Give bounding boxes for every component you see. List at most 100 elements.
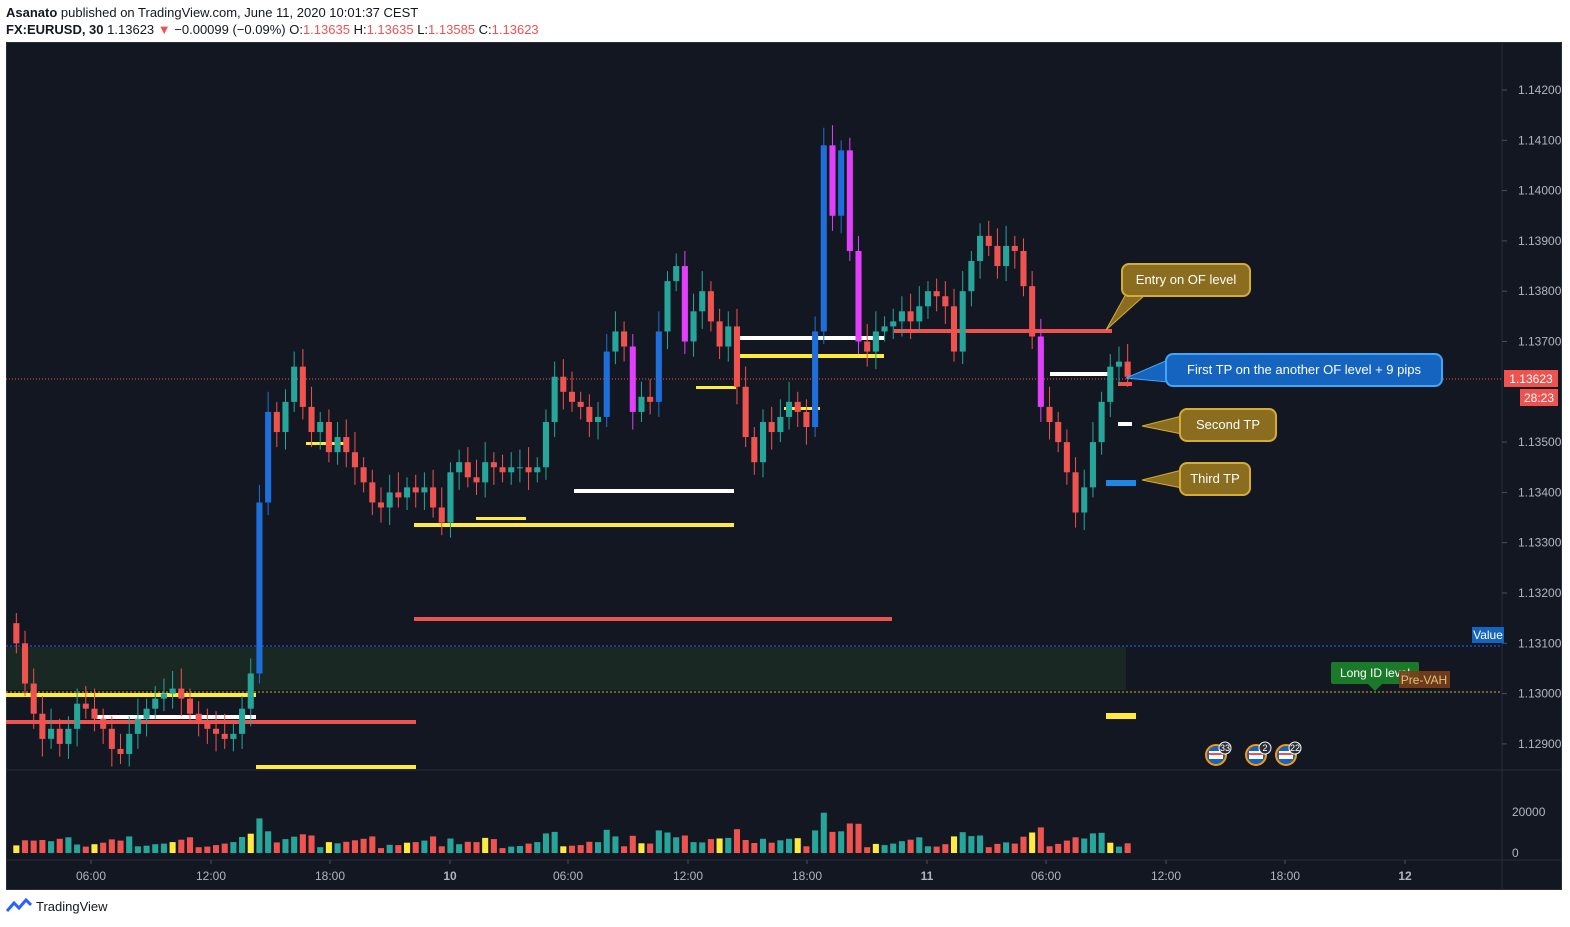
volume-bar [256,818,263,853]
tradingview-logo-icon[interactable] [6,898,32,914]
time-tick-label: 18:00 [1270,869,1300,883]
candle-body [812,331,819,428]
candle-body [942,296,949,307]
high-label: H: [353,22,367,37]
candle-body [829,145,836,216]
volume-bar [846,823,853,853]
candle-body [464,462,471,478]
volume-bar [803,846,810,853]
volume-bar [707,839,714,853]
candle-body [977,235,984,262]
volume-bar [100,842,107,853]
yellow-level [256,765,416,769]
time-tick-label: 10 [443,869,457,883]
long-id-callout[interactable]: Long ID level [1331,662,1419,691]
volume-bar [942,844,949,853]
volume-bar [152,844,159,853]
yellow-level [784,407,820,410]
volume-bar [1115,846,1123,853]
candle-body [768,421,775,433]
candle-body [733,326,740,387]
volume-bar [872,843,879,853]
candle-body [195,713,202,724]
price-chart[interactable]: 1.14200 1.14100 1.14000 1.13900 1.13800 1.137… [6,42,1562,890]
volume-bar [742,840,749,853]
time-tick-label: 06:00 [553,869,583,883]
candle-body [473,477,480,483]
volume-bar [638,843,645,853]
candle-body [377,502,385,508]
entry-level [894,329,1112,333]
volume-bar [178,839,185,853]
time-tick-label: 12:00 [1151,869,1181,883]
volume-tick-label: 20000 [1512,805,1546,819]
time-tick-label: 12:00 [196,869,226,883]
volume-bar [282,839,289,853]
volume-bar [603,829,610,853]
candle-body [30,683,37,714]
volume-bar [13,845,20,853]
candle-body [1124,361,1131,377]
author-name[interactable]: Asanato [6,5,58,20]
svg-text:First TP on the another OF lev: First TP on the another OF level + 9 pip… [1187,362,1422,377]
brand-label[interactable]: TradingView [36,898,108,914]
candle-body [134,718,141,734]
volume-bar [508,846,515,853]
volume-bar [230,842,237,853]
volume-bar [1124,843,1131,853]
time-tick-label: 11 [921,869,934,883]
volume-bar [525,843,532,853]
economic-events[interactable]: 33 2 22 [1205,741,1302,766]
candle-body [74,703,81,729]
candle-body [577,401,584,407]
volume-bar [360,838,367,853]
volume-bar [195,847,202,853]
pre-vah-tag: Pre-VAH [1399,671,1450,688]
candle-body [568,391,576,402]
candle-body [898,311,905,322]
low-value: 1.13585 [428,22,476,37]
volume-bar [377,848,385,853]
first-tp-callout[interactable]: First TP on the another OF level + 9 pip… [1125,353,1443,387]
third-tp-callout[interactable]: Third TP [1141,462,1251,496]
candle-body [317,421,324,433]
price-tick-label: 1.13500 [1518,435,1562,449]
candle-body [803,411,810,428]
candle-body [1081,487,1088,513]
price-axis[interactable]: 1.14200 1.14100 1.14000 1.13900 1.13800 1.137… [1502,83,1562,751]
volume-bar [169,842,176,853]
volume-bar [74,844,81,853]
time-tick-label: 12:00 [673,869,703,883]
candle-body [282,401,289,433]
volume-bar [1020,836,1027,853]
candle-body [664,281,671,332]
candle-body [777,416,784,433]
svg-text:22: 22 [1290,743,1300,753]
candle-body [1115,361,1123,367]
second-tp-callout[interactable]: Second TP [1141,408,1277,442]
candle-body [655,331,662,402]
candle-body [916,306,923,322]
candle-body [430,487,437,508]
candle-body [126,733,133,754]
svg-text:33: 33 [1220,743,1230,753]
open-value: 1.13635 [302,22,350,37]
time-axis[interactable]: 06:00 12:00 18:00 10 06:00 12:00 18:00 11 06:00 1… [76,860,1412,883]
candle-body [1011,245,1018,251]
symbol-label[interactable]: FX:EURUSD, 30 [6,22,104,37]
volume-bar [586,841,593,853]
candle-body [343,437,350,453]
close-label: C: [478,22,492,37]
volume-bar [1107,842,1114,853]
candle-body [759,421,767,463]
time-tick-label: 18:00 [792,869,822,883]
time-tick-label: 06:00 [1031,869,1061,883]
volume-bar [1011,843,1018,853]
entry-callout[interactable]: Entry on OF level [1105,263,1251,331]
close-value: 1.13623 [491,22,539,37]
volume-bar [950,836,958,853]
candle-body [351,452,358,468]
price-tick-label: 1.14100 [1518,133,1562,147]
volume-bar [777,840,784,853]
volume-bar [647,843,654,853]
